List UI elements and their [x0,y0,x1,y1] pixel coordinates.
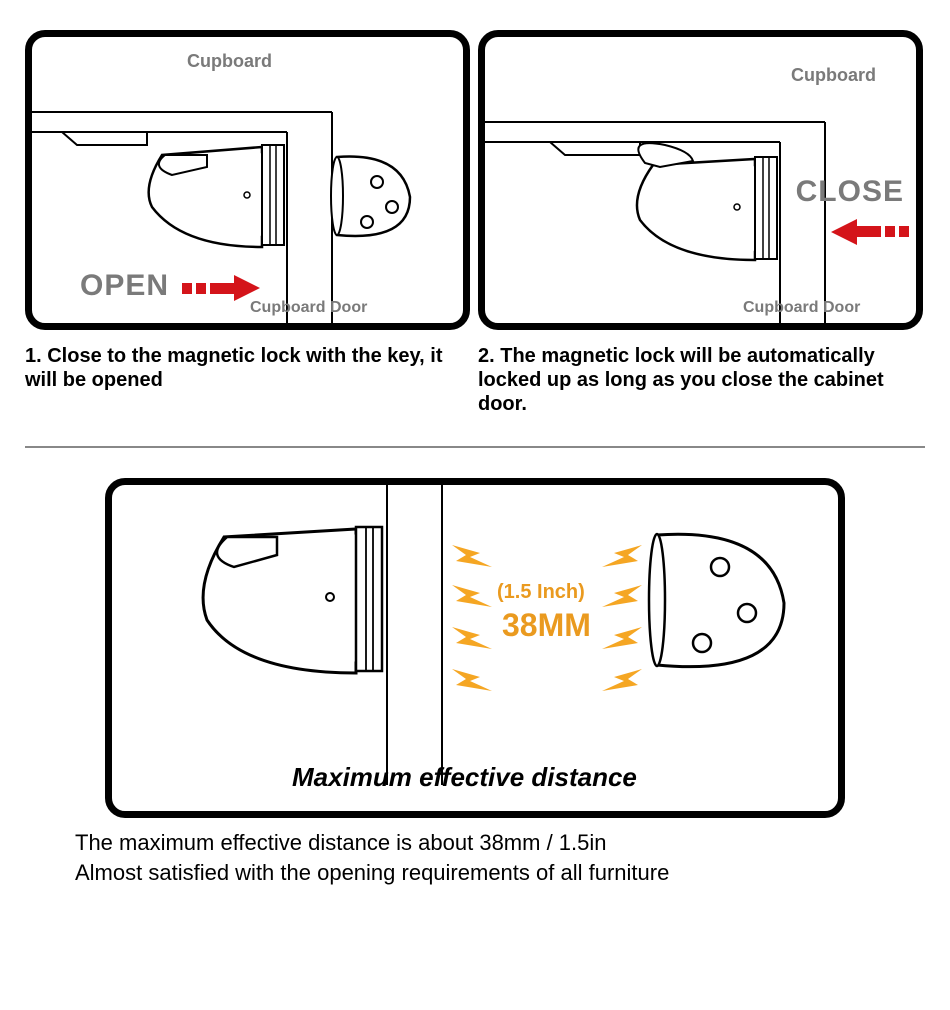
distance-mm-label: 38MM [502,607,591,644]
panel-distance: (1.5 Inch) 38MM Maximum effective distan… [105,478,845,818]
top-panels-row: Cupboard OPEN Cupboard Door [25,30,925,330]
open-action-label: OPEN [80,269,169,303]
panel-open: Cupboard OPEN Cupboard Door [25,30,470,330]
open-arrow-icon [182,275,260,301]
caption3-line1: The maximum effective distance is about … [75,828,875,858]
caption-1: 1. Close to the magnetic lock with the k… [25,344,470,416]
bottom-section: (1.5 Inch) 38MM Maximum effective distan… [25,478,925,887]
panel-close: Cupboard CLOSE Cupboard Door [478,30,923,330]
caption-2: 2. The magnetic lock will be automatical… [478,344,923,416]
bottom-caption: The maximum effective distance is about … [75,828,875,887]
cupboard-label: Cupboard [187,51,272,72]
caption3-line2: Almost satisfied with the opening requir… [75,858,875,888]
distance-inches-label: (1.5 Inch) [497,581,585,604]
bolts-left-icon [452,545,492,691]
cupboard-label-2: Cupboard [791,65,876,86]
top-captions-row: 1. Close to the magnetic lock with the k… [25,338,925,416]
door-label-2: Cupboard Door [743,299,860,317]
close-action-label: CLOSE [796,175,904,209]
door-label-1: Cupboard Door [250,299,367,317]
close-arrow-icon [831,219,909,245]
section-divider [25,446,925,448]
max-distance-title: Maximum effective distance [292,762,637,793]
bolts-right-icon [602,545,642,691]
